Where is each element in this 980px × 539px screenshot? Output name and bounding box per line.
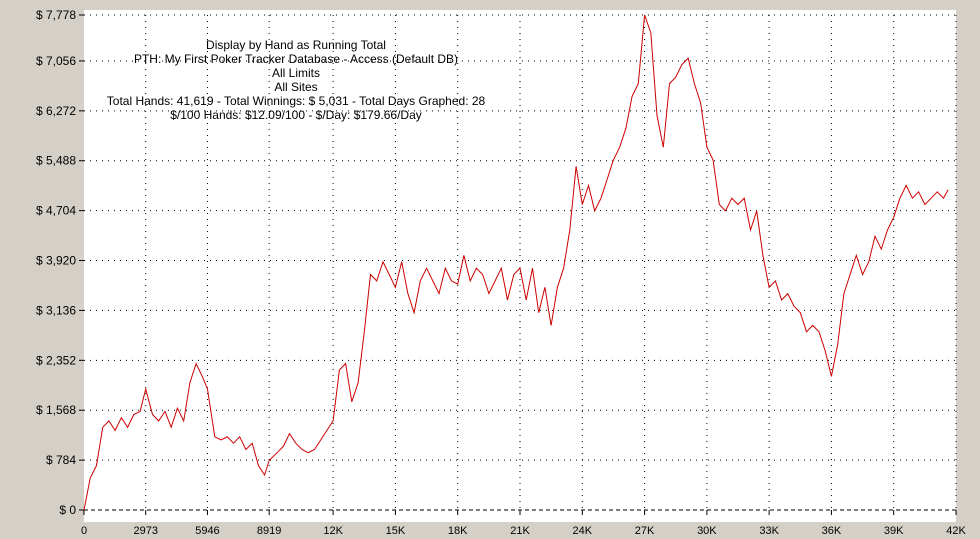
running-total-line (83, 14, 949, 511)
y-tick-label: $ 2,352 (36, 353, 76, 367)
x-tick-label: 5946 (195, 525, 219, 537)
x-tick-label: 18K (448, 525, 468, 537)
info-database: PTH: My First Poker Tracker Database - A… (134, 52, 458, 66)
y-tick-label: $ 7,778 (36, 8, 76, 22)
y-axis-ticks: $ 0 $ 784 $ 1,568 $ 2,352 $ 3,136 $ 3,920 $ 4,… (36, 8, 84, 517)
x-tick-label: 2973 (133, 525, 157, 537)
y-tick-label: $ 3,136 (36, 303, 76, 317)
x-tick-label: 24K (572, 525, 592, 537)
x-tick-label: 15K (386, 525, 406, 537)
info-title: Display by Hand as Running Total (206, 38, 386, 52)
y-tick-label: $ 6,272 (36, 104, 76, 118)
info-sites: All Sites (274, 80, 317, 94)
y-tick-label: $ 4,704 (36, 204, 76, 218)
y-tick-label: $ 7,056 (36, 54, 76, 68)
y-tick-label: $ 784 (46, 453, 76, 467)
info-block: Display by Hand as Running Total PTH: My… (107, 38, 486, 122)
x-tick-label: 30K (697, 525, 717, 537)
x-tick-label: 33K (759, 525, 779, 537)
x-tick-label: 39K (884, 525, 904, 537)
x-axis-ticks: 0 2973 5946 8919 12K 15K 18K 21K 24K 27K 30K 33K 36K… (81, 510, 966, 537)
info-limits: All Limits (272, 66, 320, 80)
info-totals: Total Hands: 41,619 - Total Winnings: $ … (107, 94, 486, 108)
grid-lines (84, 14, 957, 510)
x-tick-label: 42K (946, 525, 966, 537)
y-tick-label: $ 3,920 (36, 254, 76, 268)
x-tick-label: 8919 (257, 525, 281, 537)
x-tick-label: 36K (822, 525, 842, 537)
y-tick-label: $ 0 (59, 503, 76, 517)
plot-area (84, 10, 956, 522)
x-tick-label: 0 (81, 525, 87, 537)
info-rates: $/100 Hands: $12.09/100 - $/Day: $179.66… (170, 108, 422, 122)
x-tick-label: 27K (635, 525, 655, 537)
x-tick-label: 21K (510, 525, 530, 537)
y-tick-label: $ 1,568 (36, 403, 76, 417)
x-tick-label: 12K (323, 525, 343, 537)
y-tick-label: $ 5,488 (36, 154, 76, 168)
